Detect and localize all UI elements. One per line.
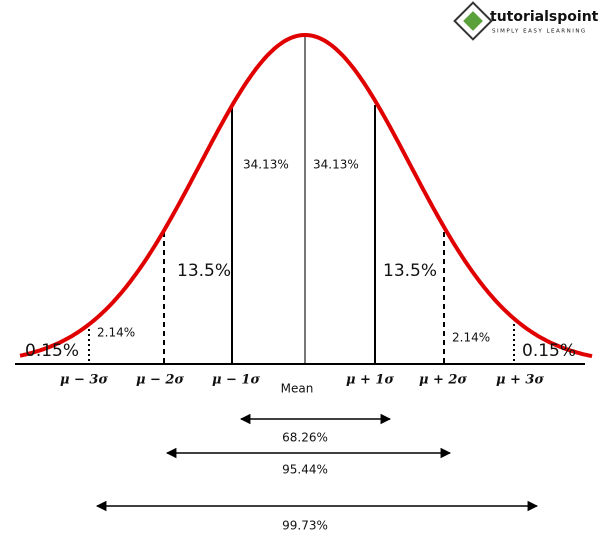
- range-label: 95.44%: [282, 463, 328, 477]
- area-label: 34.13%: [313, 158, 359, 172]
- area-label: 2.14%: [97, 326, 135, 340]
- logo: tutorialspoint SIMPLY EASY LEARNING: [453, 1, 599, 41]
- logo-name: tutorialspoint: [490, 9, 599, 25]
- area-label: 13.5%: [177, 261, 231, 281]
- area-label: 0.15%: [25, 341, 79, 361]
- range-label: 68.26%: [282, 431, 328, 445]
- logo-tagline: SIMPLY EASY LEARNING: [492, 29, 587, 35]
- axis-label: μ − 3σ: [60, 373, 109, 388]
- area-label: 34.13%: [243, 158, 289, 172]
- axis-label: μ + 1σ: [346, 373, 395, 388]
- bell-curve: [19, 33, 593, 359]
- range-label: 99.73%: [282, 519, 328, 533]
- axis-label: μ − 2σ: [136, 373, 185, 388]
- area-label: 0.15%: [522, 341, 576, 361]
- area-label: 13.5%: [383, 261, 437, 281]
- axis-label: μ + 3σ: [496, 373, 545, 388]
- axis-label: μ − 1σ: [212, 373, 261, 388]
- axis-label: μ + 2σ: [419, 373, 468, 388]
- mean-label: Mean: [281, 382, 314, 396]
- area-label: 2.14%: [452, 331, 490, 345]
